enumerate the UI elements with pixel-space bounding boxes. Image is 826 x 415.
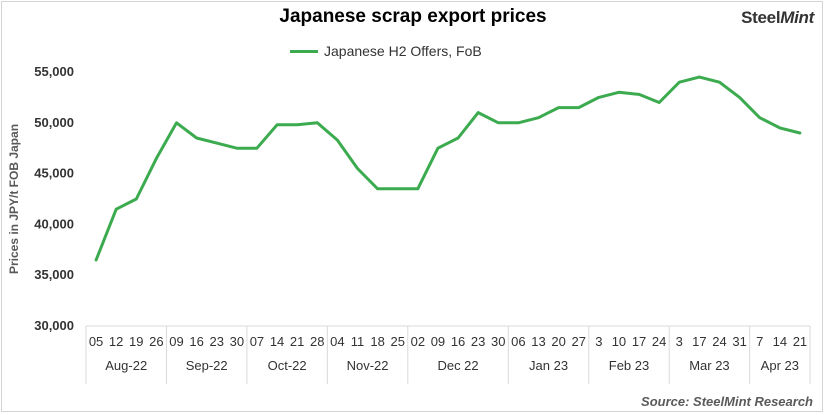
month-label: Feb 23 [609,358,649,373]
data-point [275,123,279,127]
data-point [295,123,299,127]
data-point [235,147,239,150]
x-tick-label: 17 [632,334,646,349]
y-tick-label: 40,000 [34,216,74,231]
data-point [356,167,359,170]
y-tick-label: 45,000 [34,166,74,181]
data-point [657,101,661,104]
data-point [175,121,178,125]
x-tick-label: 02 [411,334,425,349]
brand-name-part1: Steel [741,8,781,27]
month-label: Apr 23 [761,358,799,373]
x-tick-label: 20 [551,334,565,349]
legend-label: Japanese H2 Offers, FoB [324,43,482,59]
data-point [637,93,641,96]
data-point [336,138,339,142]
data-point [577,106,580,109]
x-tick-label: 05 [89,334,103,349]
legend: Japanese H2 Offers, FoB [290,42,482,60]
data-point [215,141,218,145]
x-tick-label: 04 [330,334,344,349]
data-point [698,75,701,79]
data-point [517,121,520,125]
y-tick-label: 55,000 [34,64,74,79]
data-point [537,116,540,119]
x-tick-label: 30 [230,334,244,349]
x-tick-label: 21 [793,334,807,349]
x-tick-label: 24 [652,334,666,349]
x-tick-label: 28 [310,334,324,349]
month-label: Oct-22 [268,358,307,373]
y-tick-label: 35,000 [34,267,74,282]
data-point [376,187,379,191]
data-point [718,80,721,84]
data-point [476,111,480,114]
x-tick-label: 3 [676,334,683,349]
chart-title: Japanese scrap export prices [279,6,547,27]
x-tick-label: 24 [712,334,726,349]
data-point [94,258,98,262]
x-tick-label: 09 [169,334,183,349]
data-point [396,187,399,191]
x-tick-label: 07 [250,334,264,349]
x-tick-label: 12 [109,334,123,349]
x-tick-label: 11 [351,334,365,349]
data-point [758,116,761,119]
month-label: Nov-22 [347,358,389,373]
data-point [316,121,319,125]
x-tick-label: 06 [511,334,525,349]
data-point [557,106,560,109]
x-tick-label: 10 [612,334,626,349]
y-tick-label: 30,000 [34,318,74,333]
x-tick-label: 25 [390,334,404,349]
x-tick-label: 3 [595,334,602,349]
month-label: Aug-22 [105,358,147,373]
data-point [135,197,138,201]
month-label: Dec 22 [437,358,478,373]
month-label: Sep-22 [186,358,228,373]
x-tick-label: 13 [531,334,545,349]
x-tick-label: 21 [290,334,304,349]
x-tick-label: 16 [189,334,203,349]
x-tick-label: 26 [149,334,163,349]
brand-name-part2: Mint [780,8,814,27]
data-point [678,80,681,84]
data-point [436,147,440,150]
month-label: Mar 23 [689,358,729,373]
data-point [255,147,259,150]
x-tick-label: 23 [471,334,485,349]
x-tick-label: 7 [756,334,763,349]
data-point [114,207,118,211]
data-point [195,136,198,140]
x-tick-label: 31 [732,334,746,349]
data-point [738,96,741,99]
x-tick-label: 30 [491,334,505,349]
month-label: Jan 23 [529,358,568,373]
x-tick-label: 23 [209,334,223,349]
y-axis-label: Prices in JPY/t FOB Japan [7,124,21,274]
brand-logo: SteelMint [741,8,814,28]
data-point [155,157,158,160]
data-point [617,91,621,94]
data-point [778,126,782,130]
data-point [597,96,601,99]
data-point [456,136,460,140]
x-tick-label: 14 [270,334,284,349]
x-tick-label: 27 [571,334,585,349]
x-tick-label: 16 [451,334,465,349]
data-point [416,187,420,191]
data-point [798,131,802,135]
y-tick-label: 50,000 [34,115,74,130]
x-tick-label: 14 [773,334,787,349]
x-tick-label: 19 [129,334,143,349]
x-tick-label: 09 [431,334,445,349]
series-line [94,75,802,262]
source-note: Source: SteelMint Research [641,394,813,409]
legend-swatch [290,49,318,53]
x-tick-label: 17 [692,334,706,349]
x-tick-label: 18 [370,334,384,349]
data-point [497,121,500,125]
